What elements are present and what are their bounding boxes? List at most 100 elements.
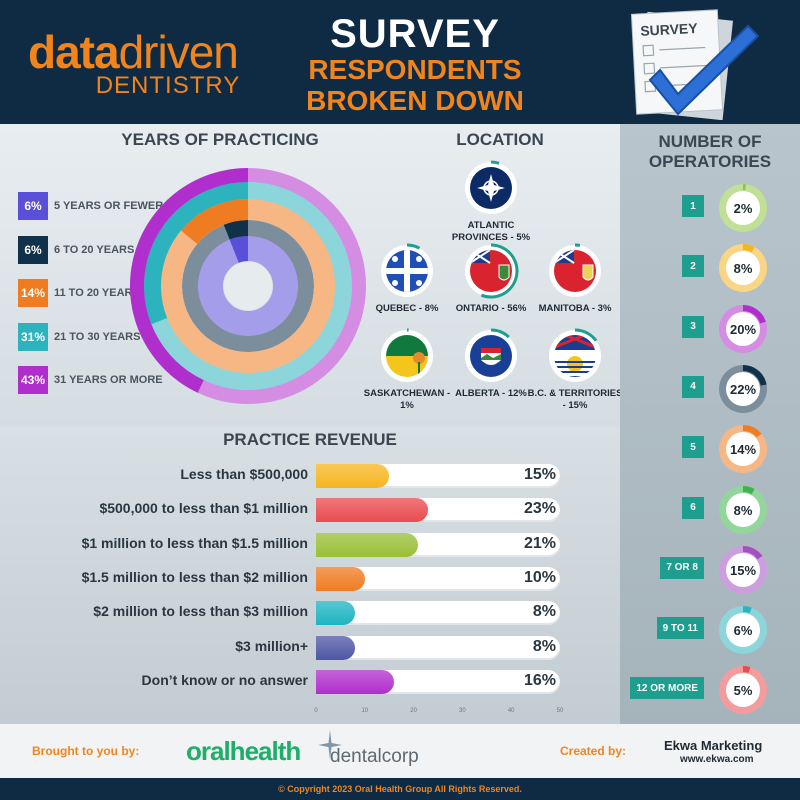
operatories-category-badge: 6 [682, 496, 704, 519]
bc-flag-icon [549, 328, 601, 382]
dentalcorp-star-icon [318, 730, 342, 760]
revenue-axis-tick: 20 [410, 708, 417, 714]
operatories-value-label: 22% [730, 382, 756, 397]
revenue-bar [316, 566, 365, 591]
copyright: © Copyright 2023 Oral Health Group All R… [0, 778, 800, 800]
operatories-ring-arc [742, 666, 751, 674]
operatories-row: 12 OR MORE 5% [620, 663, 800, 717]
revenue-bar [316, 498, 429, 523]
operatories-ring: 2% [719, 184, 767, 232]
revenue-row: $1.5 million to less than $2 million 10% [0, 564, 620, 594]
operatories-category-badge: 12 OR MORE [630, 677, 704, 700]
operatories-ring-arc [742, 364, 767, 386]
revenue-axis-tick: 50 [556, 708, 564, 714]
operatories-row: 2 8% [620, 241, 800, 295]
location-label: ONTARIO - 56% [455, 303, 527, 314]
location-item: MANITOBA - 3% [525, 243, 625, 315]
footer: Brought to you by: oralhealth dentalcorp… [0, 724, 800, 778]
operatories-category-badge: 1 [682, 195, 704, 217]
logo-subtitle: DENTISTRY [95, 72, 241, 99]
operatories-row: 3 20% [620, 302, 800, 356]
operatories-category-badge: 3 [682, 315, 704, 338]
page-title: SURVEY RESPONDENTS BROKEN DOWN [270, 14, 560, 116]
operatories-ring: 14% [719, 425, 767, 474]
operatories-ring-arc [742, 244, 755, 253]
years-legend-item: 14% 11 TO 20 YEARS [18, 279, 140, 307]
years-legend-item: 6% 6 TO 20 YEARS [18, 235, 135, 264]
quebec-flag-icon [381, 243, 433, 297]
location-item: ONTARIO - 56% [441, 243, 541, 315]
revenue-axis-tick: 10 [361, 708, 369, 714]
operatories-row: 6 8% [620, 483, 800, 537]
oralhealth-logo[interactable]: oralhealth [186, 736, 301, 766]
operatories-ring: 20% [719, 304, 767, 353]
manitoba-flag-icon [549, 243, 601, 297]
ekwa-website-link[interactable]: www.ekwa.com [680, 754, 754, 765]
revenue-value-label: 16% [523, 671, 556, 689]
revenue-bar [316, 464, 390, 488]
revenue-category-label: $1.5 million to less than $2 million [81, 568, 308, 585]
location-item: QUEBEC - 8% [357, 243, 457, 315]
years-legend-label: 6 TO 20 YEARS [54, 243, 135, 256]
operatories-ring-arc [742, 425, 762, 438]
operatories-category-badge: 5 [682, 436, 704, 459]
operatories-ring: 5% [719, 666, 767, 715]
years-legend-value: 43% [18, 366, 48, 394]
location-label: B.C. & TERRITORIES - 15% [527, 388, 623, 411]
revenue-bar [316, 669, 395, 694]
operatories-row: 1 2% [620, 181, 800, 235]
operatories-ring: 22% [719, 364, 767, 413]
revenue-category-label: $2 million to less than $3 million [93, 603, 308, 620]
nato-flag-icon [465, 160, 517, 214]
revenue-axis-tick: 30 [459, 708, 466, 714]
revenue-value-label: 15% [523, 466, 556, 483]
ekwa-name[interactable]: Ekwa Marketing [664, 738, 763, 753]
title-line-2: RESPONDENTS [308, 54, 522, 85]
location-section-title: LOCATION [456, 130, 544, 149]
operatories-section-title: NUMBER OF OPERATORIES [648, 132, 772, 171]
operatories-category-badge: 4 [682, 375, 704, 398]
operatories-value-label: 14% [730, 442, 756, 457]
header: datadriven DENTISTRY SURVEY RESPONDENTS … [0, 0, 800, 124]
dentalcorp-logo[interactable]: dentalcorp [330, 746, 419, 767]
operatories-panel [620, 124, 800, 724]
years-ring-arc [229, 235, 249, 263]
operatories-value-label: 6% [734, 623, 753, 638]
revenue-value-label: 8% [532, 637, 556, 655]
alberta-flag-icon [465, 328, 517, 382]
location-label: ALBERTA - 12% [455, 388, 527, 399]
location-item: SASKATCHEWAN - 1% [357, 328, 457, 412]
location-label: MANITOBA - 3% [538, 303, 612, 314]
operatories-category-badge: 9 TO 11 [656, 617, 704, 640]
years-section-title: YEARS OF PRACTICING [121, 130, 319, 149]
operatories-row: 4 22% [620, 362, 800, 416]
title-line-3: BROKEN DOWN [306, 85, 524, 116]
operatories-value-label: 5% [734, 683, 753, 698]
revenue-category-label: Don’t know or no answer [141, 671, 308, 688]
revenue-bar-track [316, 635, 560, 660]
logo-wordmark: datadriven [28, 26, 239, 78]
years-legend-item: 43% 31 YEARS OR MORE [18, 366, 163, 394]
operatories-ring-arc [742, 485, 755, 494]
revenue-value-label: 10% [523, 568, 556, 586]
location-item: ATLANTIC PROVINCES - 5% [441, 160, 541, 244]
location-item: B.C. & TERRITORIES - 15% [525, 328, 625, 412]
operatories-value-label: 8% [734, 261, 753, 276]
revenue-row: $2 million to less than $3 million 8% [0, 598, 620, 628]
survey-clipboard-icon: SURVEY [630, 9, 760, 120]
years-legend-value: 14% [18, 279, 48, 307]
location-label: QUEBEC - 8% [375, 303, 439, 314]
location-item: ALBERTA - 12% [441, 328, 541, 400]
years-legend-label: 21 TO 30 YEARS [54, 330, 141, 343]
revenue-category-label: $1 million to less than $1.5 million [81, 534, 308, 551]
datadriven-logo[interactable]: datadriven DENTISTRY [28, 26, 268, 99]
location-label: SASKATCHEWAN - 1% [363, 388, 451, 411]
operatories-value-label: 20% [730, 322, 756, 337]
operatories-ring: 15% [719, 545, 767, 594]
revenue-row: $500,000 to less than $1 million 23% [0, 495, 620, 525]
years-legend-value: 31% [18, 322, 48, 351]
revenue-row: Less than $500,000 15% [0, 461, 620, 491]
years-legend-label: 11 TO 20 YEARS [54, 287, 140, 299]
svg-text:SURVEY: SURVEY [640, 20, 699, 39]
operatories-ring-arc [742, 606, 752, 614]
